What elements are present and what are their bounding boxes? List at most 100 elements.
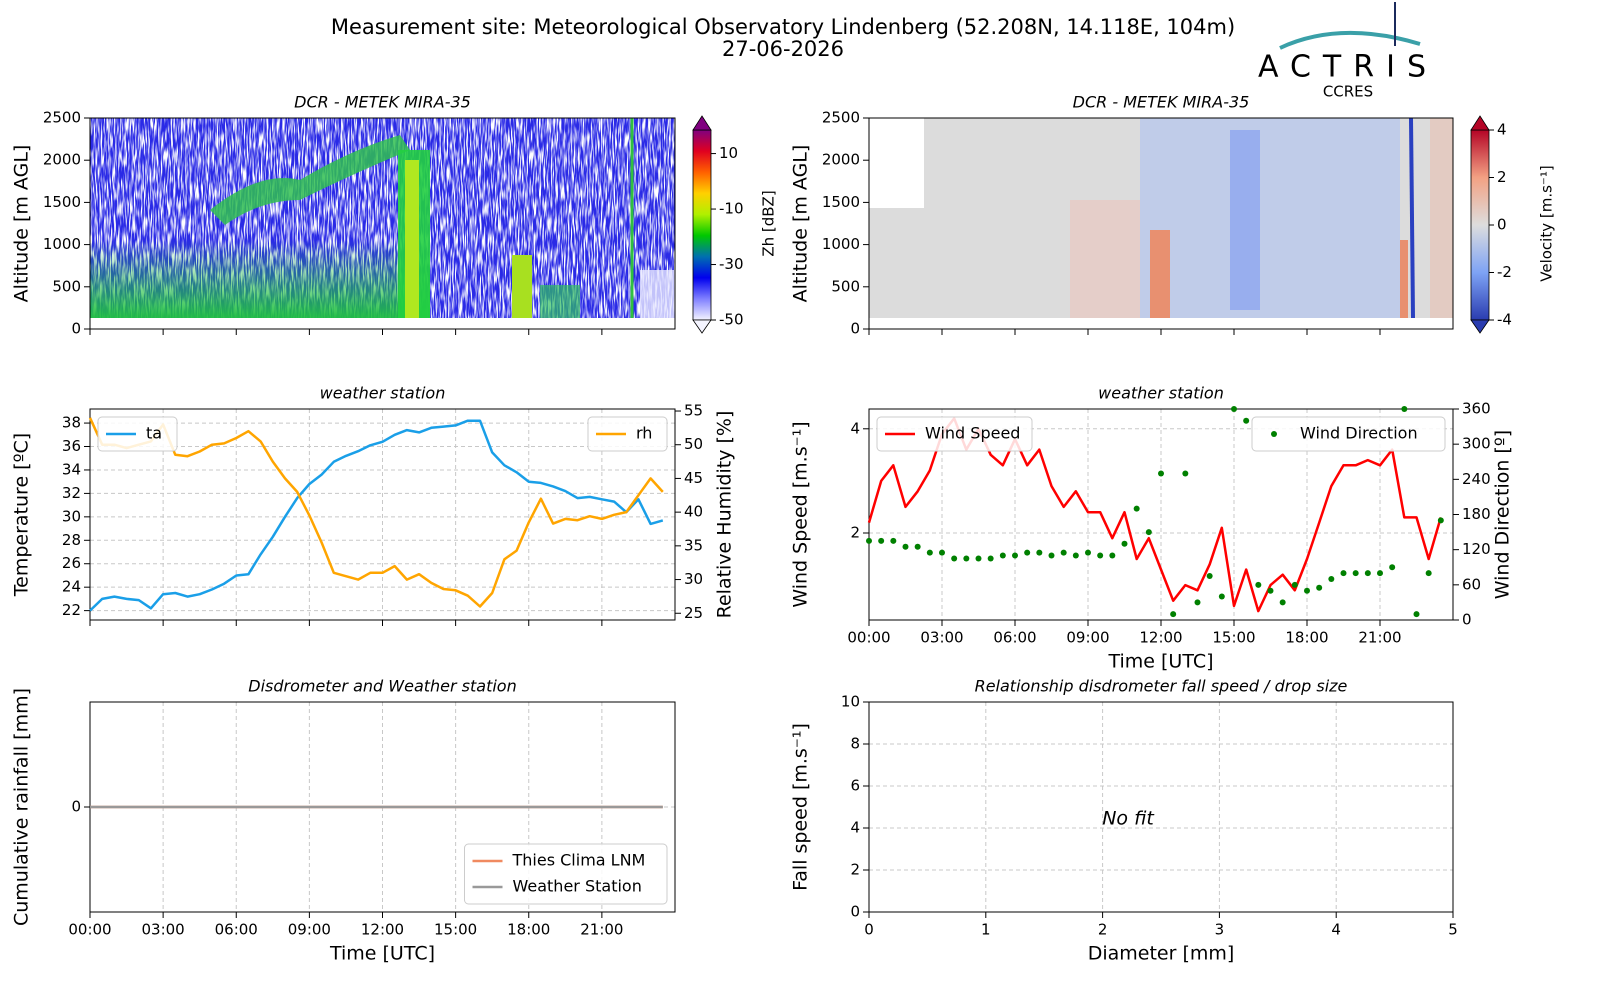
- y-axis-label: Temperature [ºC]: [11, 433, 33, 597]
- y-tick-label: 0: [850, 320, 860, 338]
- y-tick-label: 36: [62, 437, 81, 455]
- y-axis-label: Altitude [m AGL]: [11, 145, 33, 303]
- data-point: [1291, 581, 1298, 588]
- y2-tick-label: 180: [1462, 505, 1491, 523]
- colorbar-tick-label: -10: [719, 200, 744, 218]
- data-point: [1425, 570, 1432, 577]
- data-point: [1085, 549, 1091, 556]
- plot-frame: [868, 117, 1454, 330]
- y2-tick-label: 25: [684, 604, 703, 622]
- x-tick-label: 06:00: [215, 921, 258, 939]
- y2-tick-label: 40: [684, 503, 703, 521]
- y-tick-label: 24: [62, 578, 81, 596]
- image-patch: [1230, 130, 1260, 310]
- data-point: [1206, 573, 1213, 580]
- image-patch: [1070, 200, 1140, 318]
- image-patch: [1430, 118, 1453, 318]
- x-tick-label: 0: [864, 921, 874, 939]
- y2-tick-label: 35: [684, 536, 703, 554]
- x-tick-label: 18:00: [507, 921, 550, 939]
- y-tick-label: 500: [52, 277, 81, 295]
- y-tick-label: 2000: [43, 151, 81, 169]
- colorbar-tick-label: 4: [1497, 121, 1507, 139]
- legend-label: Wind Speed: [925, 424, 1020, 443]
- y2-tick-label: 60: [1462, 575, 1481, 593]
- y-tick-label: 10: [841, 693, 860, 711]
- y-tick-label: 1500: [43, 193, 81, 211]
- data-point: [1060, 549, 1067, 556]
- y-tick-label: 1500: [822, 193, 860, 211]
- velocity-image: [869, 118, 1453, 319]
- y-tick-label: 2: [850, 523, 860, 541]
- x-axis-label: Time [UTC]: [329, 943, 435, 965]
- y2-tick-label: 240: [1462, 470, 1491, 488]
- legend-label: Weather Station: [513, 877, 642, 896]
- data-point: [1340, 570, 1347, 577]
- y-tick-label: 2500: [822, 109, 860, 127]
- y2-tick-label: 360: [1462, 400, 1491, 418]
- data-point: [1218, 593, 1225, 600]
- legend-label: Thies Clima LNM: [512, 851, 646, 870]
- x-tick-label: 3: [1215, 921, 1225, 939]
- data-point: [1109, 552, 1116, 559]
- colorbar-extend: [1470, 319, 1490, 334]
- image-patch: [1140, 118, 1400, 318]
- y2-axis-label: Relative Humidity [%]: [714, 411, 736, 619]
- data-point: [1097, 552, 1104, 559]
- logo-arc: [1279, 30, 1421, 50]
- image-patch: [405, 160, 419, 318]
- data-point: [1328, 575, 1335, 582]
- x-tick-label: 03:00: [142, 921, 185, 939]
- data-point: [1267, 587, 1274, 594]
- panel-title: DCR - METEK MIRA-35: [1073, 93, 1250, 112]
- x-axis-label: Time [UTC]: [1107, 651, 1213, 673]
- data-point: [878, 537, 885, 544]
- colorbar-label: Zh [dBZ]: [760, 190, 778, 256]
- x-tick-label: 15:00: [1212, 629, 1255, 647]
- y-tick-label: 8: [850, 735, 860, 753]
- legend-box: [464, 843, 668, 905]
- data-point: [1316, 584, 1323, 591]
- logo-sub: CCRES: [1323, 83, 1373, 101]
- legend-label: ta: [146, 424, 162, 443]
- data-point: [1036, 549, 1043, 556]
- y-axis-label: Cumulative rainfall [mm]: [11, 688, 33, 926]
- data-point: [1121, 540, 1128, 547]
- colorbar: [1470, 129, 1490, 321]
- y2-axis-label: Wind Direction [º]: [1492, 430, 1514, 599]
- data-point: [975, 555, 982, 562]
- x-tick-label: 09:00: [1066, 629, 1109, 647]
- legend-box: [876, 416, 1033, 452]
- data-point: [1352, 570, 1359, 577]
- x-tick-label: 09:00: [288, 921, 331, 939]
- panel-title: Disdrometer and Weather station: [248, 677, 516, 696]
- y-tick-label: 34: [62, 460, 81, 478]
- data-point: [926, 549, 933, 556]
- legend-box: [1251, 416, 1446, 452]
- x-tick-label: 00:00: [847, 629, 890, 647]
- y-tick-label: 30: [62, 507, 81, 525]
- data-point: [1413, 611, 1420, 618]
- colorbar-tick-label: 0: [1497, 216, 1507, 234]
- colorbar-tick-label: -30: [719, 255, 744, 273]
- y-axis-label: Altitude [m AGL]: [790, 145, 812, 303]
- panel-title: Relationship disdrometer fall speed / dr…: [975, 677, 1348, 696]
- data-point: [1231, 406, 1237, 412]
- data-point: [1304, 587, 1310, 594]
- page-date: 27-06-2026: [722, 37, 844, 61]
- y-tick-label: 6: [850, 777, 860, 795]
- data-point: [1401, 406, 1408, 412]
- image-patch: [1150, 230, 1170, 318]
- data-point: [951, 555, 958, 562]
- x-axis-label: Diameter [mm]: [1088, 943, 1235, 965]
- legend-label: rh: [636, 424, 652, 443]
- data-point: [1279, 599, 1286, 606]
- colorbar: [692, 129, 712, 321]
- x-tick-label: 03:00: [920, 629, 963, 647]
- x-tick-label: 18:00: [1285, 629, 1328, 647]
- legend-swatch: [1271, 431, 1277, 437]
- data-point: [914, 543, 921, 550]
- y-tick-label: 2: [850, 861, 860, 879]
- y2-tick-label: 50: [684, 435, 703, 453]
